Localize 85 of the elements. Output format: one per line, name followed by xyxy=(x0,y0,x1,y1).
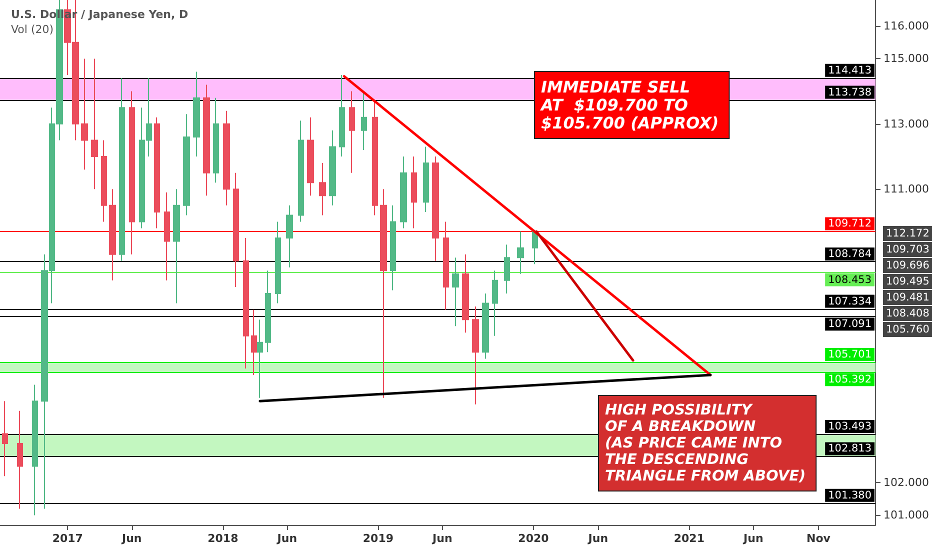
candlestick xyxy=(223,110,230,206)
candlestick xyxy=(443,221,449,310)
ref-line-label: 107.334 xyxy=(828,295,872,308)
x-tick-label: Jun xyxy=(276,532,298,545)
text: 108.408 xyxy=(886,308,930,320)
text: 112.172 xyxy=(886,228,930,240)
candlestick xyxy=(286,204,293,268)
x-tick-label: Nov xyxy=(806,532,832,545)
candlestick xyxy=(101,140,107,222)
candlestick xyxy=(517,231,524,274)
candlestick xyxy=(329,130,336,206)
ref-line-label: 108.784 xyxy=(828,248,872,260)
candlestick xyxy=(380,188,387,398)
candlestick xyxy=(233,172,239,288)
candlestick xyxy=(251,309,257,376)
ref-line-label: 108.453 xyxy=(828,274,872,286)
candlestick xyxy=(298,120,304,222)
text: Vol (20) xyxy=(11,23,54,36)
y-tick-label: 115.000 xyxy=(884,52,930,66)
candlestick xyxy=(452,257,459,327)
candlestick xyxy=(243,238,249,369)
candlestick xyxy=(319,162,326,216)
x-tick-label: 2017 xyxy=(52,532,83,545)
candlestick xyxy=(183,114,190,216)
ref-line-label: 107.091 xyxy=(828,318,872,330)
text: 105.760 xyxy=(886,324,930,336)
candlestick xyxy=(275,221,281,304)
candlestick xyxy=(203,84,210,196)
y-tick-label: 102.000 xyxy=(884,476,930,490)
candlestick xyxy=(129,90,135,255)
ref-line-label: 105.701 xyxy=(828,348,872,360)
x-tick-label: 2018 xyxy=(208,532,238,545)
annotation: IMMEDIATE SELL AT $109.700 TO $105.700 (APPROX) xyxy=(539,78,719,132)
x-tick-label: Jun xyxy=(587,532,608,545)
text: 109.696 xyxy=(886,260,930,272)
candlestick xyxy=(349,90,355,174)
x-tick-label: 2020 xyxy=(518,532,550,545)
ref-line-label: 105.392 xyxy=(828,374,872,386)
ref-line-label: 103.493 xyxy=(828,420,872,433)
candlestick xyxy=(307,116,314,196)
ref-line-label: 109.712 xyxy=(828,218,872,230)
x-tick-label: Jun xyxy=(432,532,452,545)
candlestick xyxy=(17,410,23,510)
annotation: HIGH POSSIBILITY OF A BREAKDOWN (AS PRICE CAME INTO THE DESCENDING TRIANGLE FROM ABOVE) xyxy=(605,402,806,484)
candlestick xyxy=(173,188,180,304)
y-tick-label: 113.000 xyxy=(884,117,930,130)
candlestick xyxy=(472,306,479,405)
candlestick xyxy=(411,156,417,229)
text: 109.703 xyxy=(886,244,930,256)
candlestick xyxy=(462,254,469,334)
candlestick xyxy=(504,244,510,294)
candlestick xyxy=(432,156,439,262)
candlestick xyxy=(164,192,170,281)
ref-line-label: 101.380 xyxy=(828,489,872,502)
candlestick xyxy=(400,156,407,229)
x-tick-label: Jun xyxy=(742,532,764,545)
y-tick-label: 111.000 xyxy=(884,182,930,196)
candlestick xyxy=(91,58,98,190)
candlestick xyxy=(154,116,160,229)
text: 109.481 xyxy=(886,292,930,304)
ref-line-label: 102.813 xyxy=(828,442,872,455)
candlestick xyxy=(109,188,116,281)
y-tick-label: 116.000 xyxy=(884,20,930,33)
candlestick xyxy=(32,384,38,516)
text: 109.495 xyxy=(886,276,930,288)
y-tick-label: 101.000 xyxy=(884,508,930,522)
candlestick xyxy=(119,78,125,262)
candlestick xyxy=(482,292,489,360)
candlestick xyxy=(372,100,378,216)
candlestick xyxy=(81,58,88,170)
candlestick xyxy=(265,270,271,353)
candlestick xyxy=(339,74,345,158)
candlestick xyxy=(2,400,8,477)
candlestick xyxy=(193,71,200,158)
candlestick xyxy=(257,319,263,398)
x-tick-label: 2019 xyxy=(362,532,394,545)
x-tick-label: 2021 xyxy=(674,532,704,545)
candlestick xyxy=(492,270,498,336)
ref-line-label: 114.413 xyxy=(828,64,872,76)
candlestick xyxy=(213,97,219,184)
candlestick xyxy=(361,90,367,150)
ref-line-label: 113.738 xyxy=(828,86,872,98)
candlestick xyxy=(390,204,396,291)
candlestick xyxy=(423,146,429,212)
x-tick-label: Jun xyxy=(120,532,142,545)
